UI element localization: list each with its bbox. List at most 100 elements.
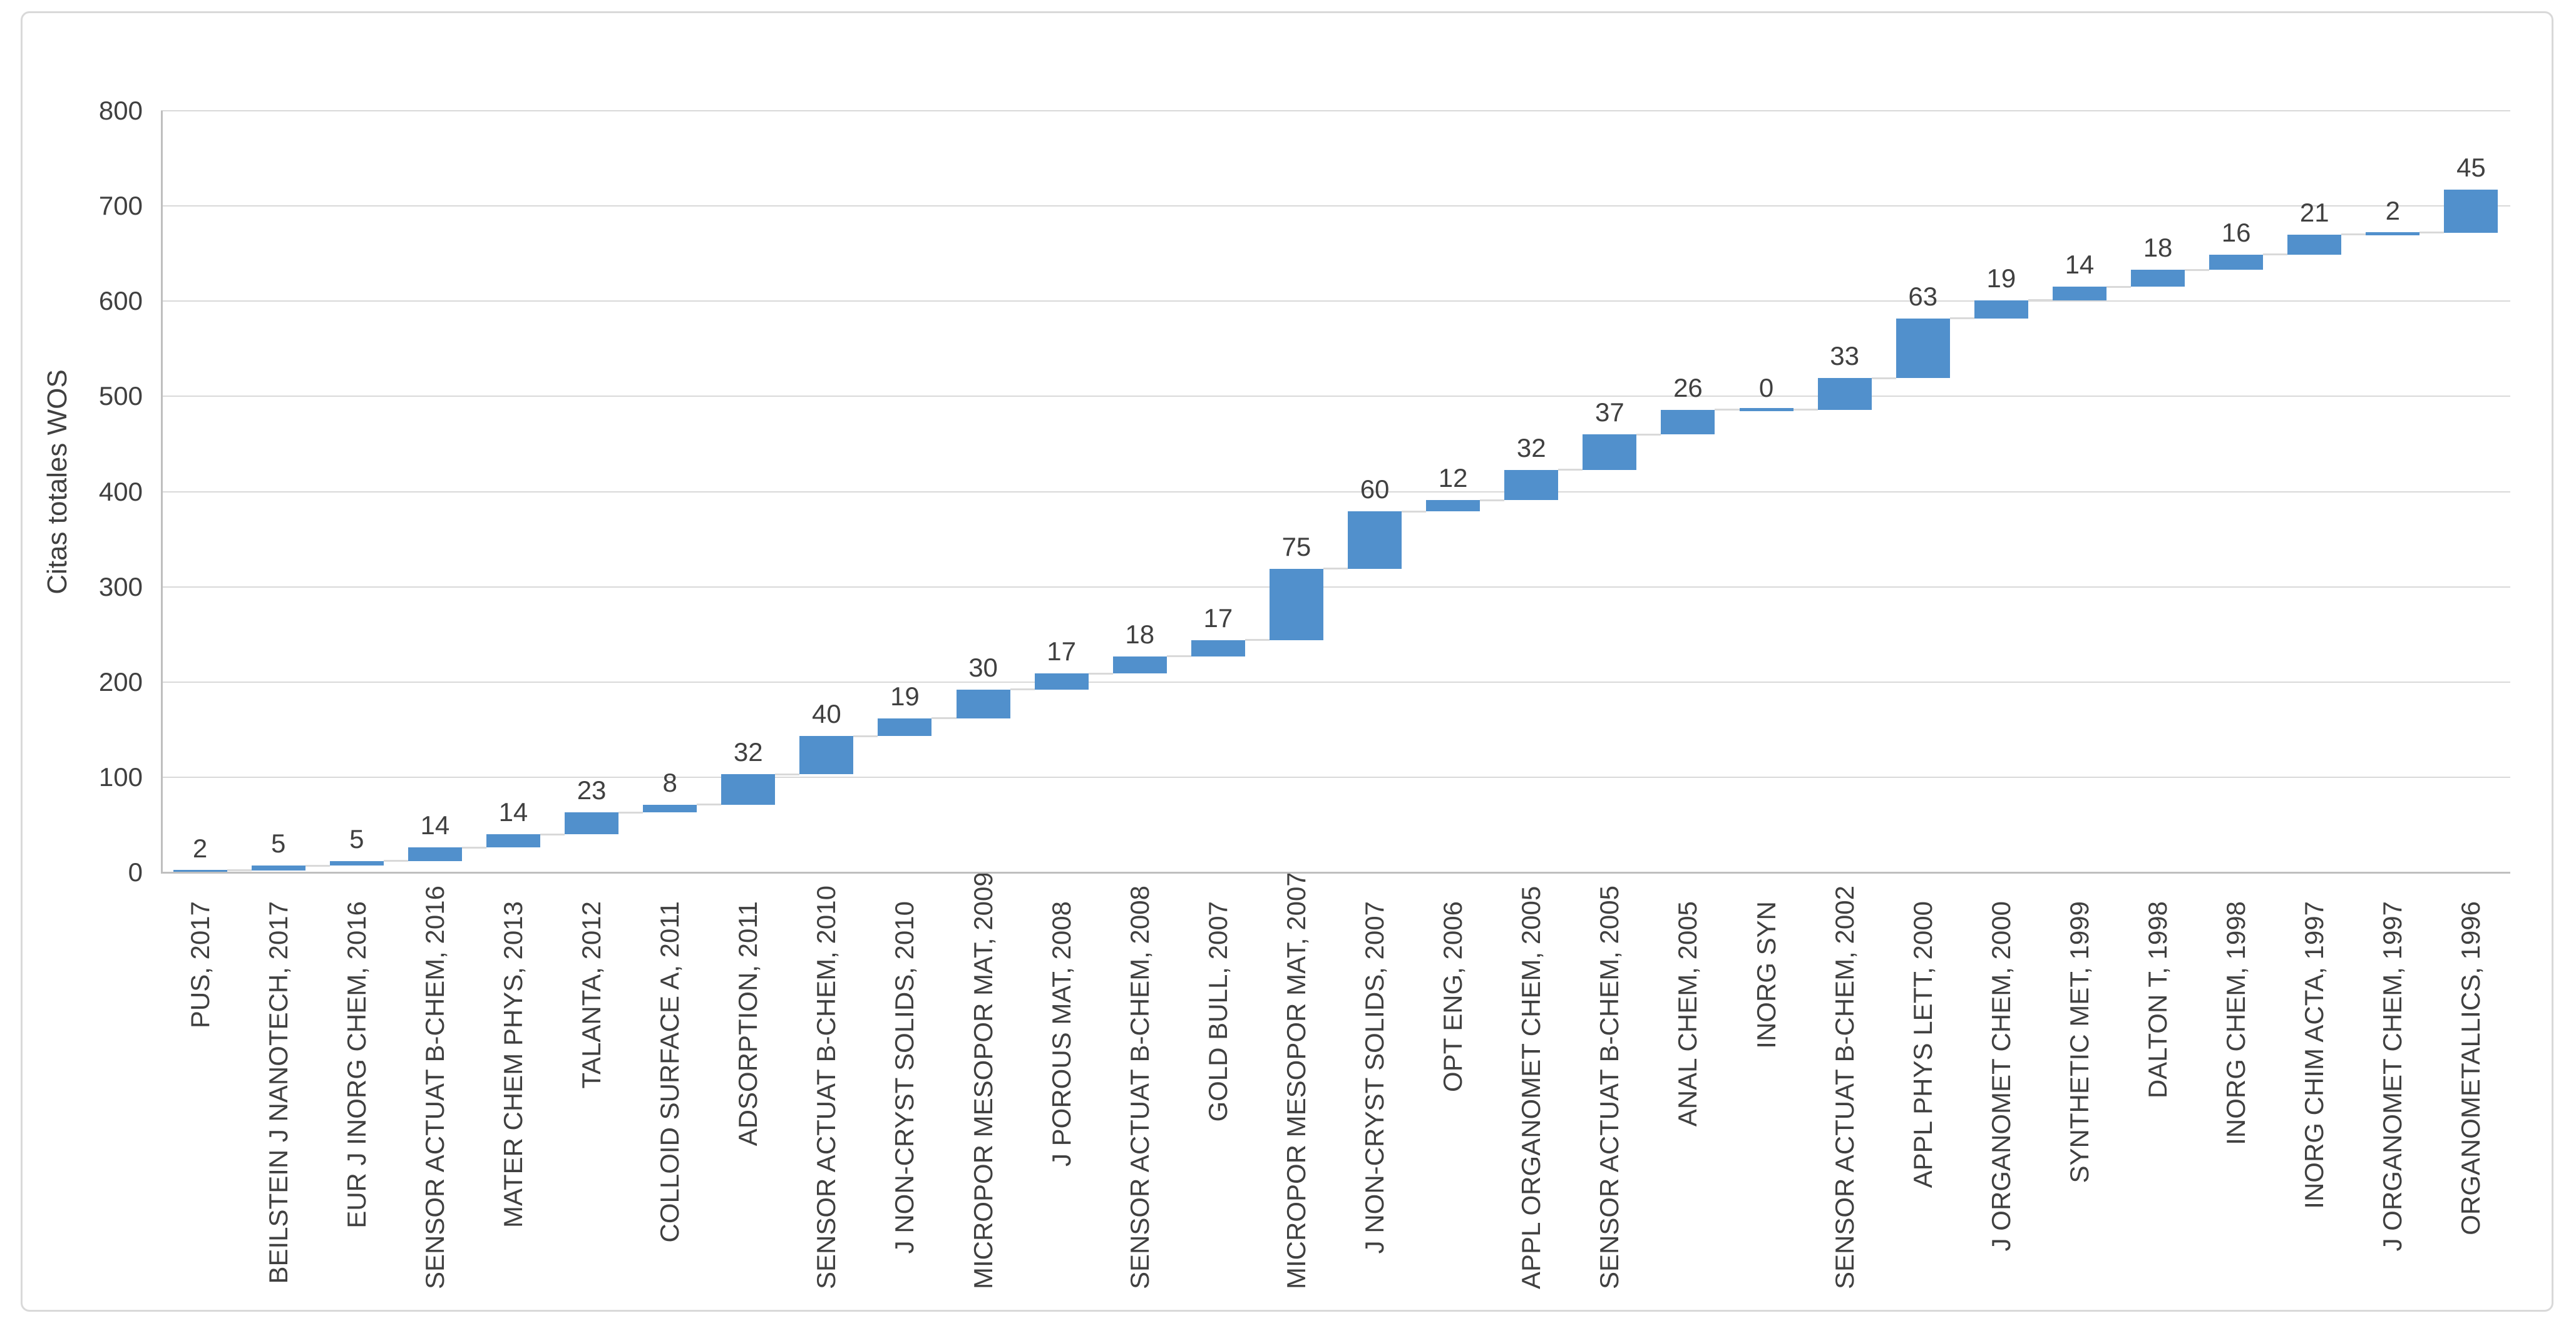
gridline — [161, 681, 2510, 683]
y-tick-label: 200 — [98, 666, 143, 697]
y-axis-line — [161, 111, 163, 872]
bar — [565, 812, 619, 835]
connector-line — [1480, 499, 1505, 501]
bar — [956, 689, 1010, 718]
bar-value-label: 16 — [2221, 217, 2251, 247]
category-label: J NON-CRYST SOLIDS, 2007 — [1360, 901, 1390, 1254]
bar — [2209, 254, 2264, 270]
bar-value-label: 17 — [1203, 603, 1233, 633]
connector-line — [383, 860, 408, 862]
category-label: SENSOR ACTUAT B-CHEM, 2016 — [419, 886, 449, 1289]
gridline — [161, 776, 2510, 778]
bar — [2287, 234, 2342, 255]
connector-line — [853, 735, 878, 737]
bar — [329, 861, 384, 866]
bar-value-label: 63 — [1908, 281, 1938, 311]
connector-line — [931, 717, 957, 720]
connector-line — [2028, 299, 2053, 302]
bar — [2131, 270, 2185, 287]
category-label: DALTON T, 1998 — [2143, 901, 2173, 1099]
chart-border — [21, 11, 2553, 1312]
bar-value-label: 32 — [733, 737, 763, 767]
bar — [1583, 434, 1637, 470]
connector-line — [1402, 510, 1427, 513]
category-label: MICROPOR MESOPOR MAT, 2007 — [1281, 872, 1311, 1289]
bar-value-label: 21 — [2299, 197, 2329, 227]
category-label: COLLOID SURFACE A, 2011 — [655, 901, 685, 1243]
bar — [1974, 300, 2028, 319]
connector-line — [1793, 409, 1818, 411]
bar-value-label: 30 — [968, 652, 998, 682]
bar — [878, 718, 932, 737]
connector-line — [1088, 672, 1113, 675]
category-label: SENSOR ACTUAT B-CHEM, 2005 — [1594, 886, 1624, 1289]
category-label: EUR J INORG CHEM, 2016 — [341, 901, 371, 1228]
y-tick-label: 0 — [128, 857, 143, 887]
bar — [1504, 469, 1559, 501]
category-label: APPL PHYS LETT, 2000 — [1907, 901, 1937, 1188]
bar-value-label: 32 — [1516, 432, 1546, 462]
gridline — [161, 491, 2510, 493]
bar-value-label: 5 — [270, 829, 286, 859]
category-label: J NON-CRYST SOLIDS, 2010 — [890, 901, 920, 1254]
bar — [1269, 568, 1323, 640]
category-label: MATER CHEM PHYS, 2013 — [498, 901, 528, 1228]
connector-line — [2341, 233, 2366, 236]
category-label: TALANTA, 2012 — [577, 901, 607, 1089]
bar-value-label: 75 — [1281, 531, 1311, 561]
connector-line — [1715, 409, 1740, 411]
category-label: APPL ORGANOMET CHEM, 2005 — [1516, 886, 1546, 1289]
bar-value-label: 14 — [420, 810, 450, 840]
connector-line — [305, 864, 330, 867]
y-tick-label: 100 — [98, 762, 143, 792]
connector-line — [227, 869, 252, 872]
y-tick-label: 700 — [98, 191, 143, 221]
bar — [408, 847, 462, 861]
category-label: SENSOR ACTUAT B-CHEM, 2010 — [811, 886, 841, 1289]
connector-line — [1244, 639, 1270, 641]
category-label: OPT ENG, 2006 — [1438, 901, 1468, 1093]
bar-value-label: 23 — [577, 775, 607, 805]
connector-line — [540, 833, 565, 835]
bar-value-label: 40 — [811, 699, 841, 729]
bar — [643, 804, 697, 813]
connector-line — [1949, 317, 1974, 320]
bar-value-label: 19 — [890, 681, 920, 711]
bar — [173, 869, 227, 873]
bar-value-label: 18 — [1125, 619, 1155, 649]
category-label: ADSORPTION, 2011 — [733, 901, 763, 1147]
category-label: SENSOR ACTUAT B-CHEM, 2002 — [1829, 886, 1859, 1289]
bar — [721, 774, 776, 805]
bar — [2052, 287, 2106, 300]
category-label: J ORGANOMET CHEM, 2000 — [1986, 901, 2016, 1252]
connector-line — [1166, 655, 1191, 658]
connector-line — [1871, 377, 1896, 379]
category-label: ORGANOMETALLICS, 1996 — [2456, 901, 2486, 1235]
category-label: PUS, 2017 — [185, 901, 215, 1029]
bar — [1426, 500, 1480, 512]
connector-line — [1323, 568, 1348, 570]
category-label: BEILSTEIN J NANOTECH, 2017 — [263, 901, 293, 1284]
y-tick-label: 500 — [98, 381, 143, 411]
connector-line — [775, 773, 800, 775]
category-label: INORG SYN — [1751, 901, 1781, 1049]
bar-value-label: 8 — [662, 767, 677, 797]
connector-line — [1636, 433, 1661, 436]
connector-line — [1010, 688, 1035, 691]
bar-value-label: 0 — [1758, 372, 1774, 402]
category-label: SENSOR ACTUAT B-CHEM, 2008 — [1124, 886, 1154, 1289]
x-axis-line — [161, 872, 2510, 874]
bar — [1896, 318, 1950, 379]
bar-value-label: 5 — [349, 824, 364, 854]
y-tick-label: 300 — [98, 571, 143, 601]
bar — [2366, 232, 2420, 235]
connector-line — [1558, 469, 1583, 471]
bar — [1661, 409, 1715, 435]
bar — [1112, 656, 1167, 674]
bar — [1348, 511, 1402, 569]
y-tick-label: 800 — [98, 96, 143, 125]
bar-value-label: 18 — [2143, 233, 2173, 263]
bar — [1034, 673, 1089, 690]
